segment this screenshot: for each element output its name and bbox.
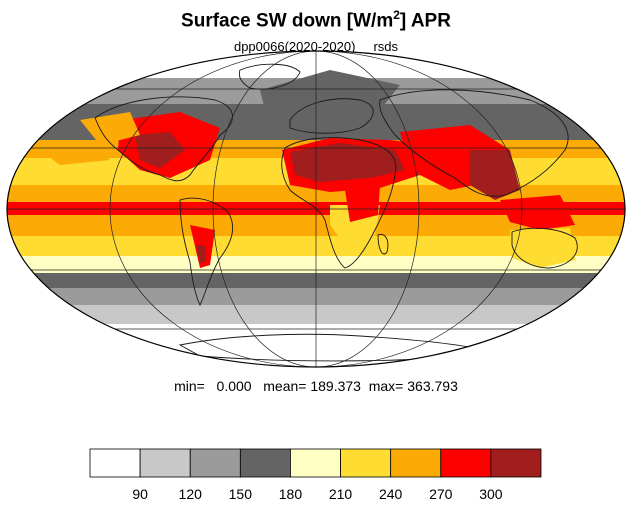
region-sahara-dark <box>290 143 405 182</box>
gridline-meridian-60 <box>212 51 420 367</box>
region-andes-dark <box>196 245 206 263</box>
coast-antarctica <box>178 333 492 362</box>
region-india-dark <box>470 150 520 200</box>
region-north-america-dark <box>135 132 185 168</box>
coast-greenland <box>238 63 301 90</box>
statistics-line: min= 0.000 mean= 189.373 max= 363.793 <box>0 378 632 394</box>
coastlines <box>94 63 578 362</box>
max-label: max= <box>368 378 404 394</box>
coast-europe <box>289 98 374 134</box>
mean-value: 189.373 <box>310 378 361 394</box>
mean-label: mean= <box>263 378 307 394</box>
coast-north-america <box>94 96 233 182</box>
coast-australia <box>511 227 578 269</box>
coast-madagascar <box>377 233 389 255</box>
min-value: 0.000 <box>216 378 252 394</box>
region-australia <box>510 228 575 268</box>
min-label: min= <box>174 378 205 394</box>
region-pacific-ne <box>80 112 140 145</box>
title-superscript: 2 <box>393 8 400 22</box>
title-text: Surface SW down [W/m <box>181 10 394 32</box>
title-suffix: ] APR <box>399 10 451 32</box>
coast-africa <box>281 137 397 269</box>
max-value: 363.793 <box>407 378 458 394</box>
region-east-africa-red <box>345 185 380 222</box>
region-pacific-east <box>40 150 110 165</box>
chart-subtitle: dpp0066(2020-2020) rsds <box>233 39 399 54</box>
chart-title: Surface SW down [W/m2] APR <box>0 8 632 32</box>
map-outline <box>6 50 626 368</box>
region-eurasia-north <box>260 70 400 118</box>
coast-asia <box>379 89 569 197</box>
gridline-meridian-120 <box>109 51 523 367</box>
region-maritime-continent <box>500 195 575 230</box>
